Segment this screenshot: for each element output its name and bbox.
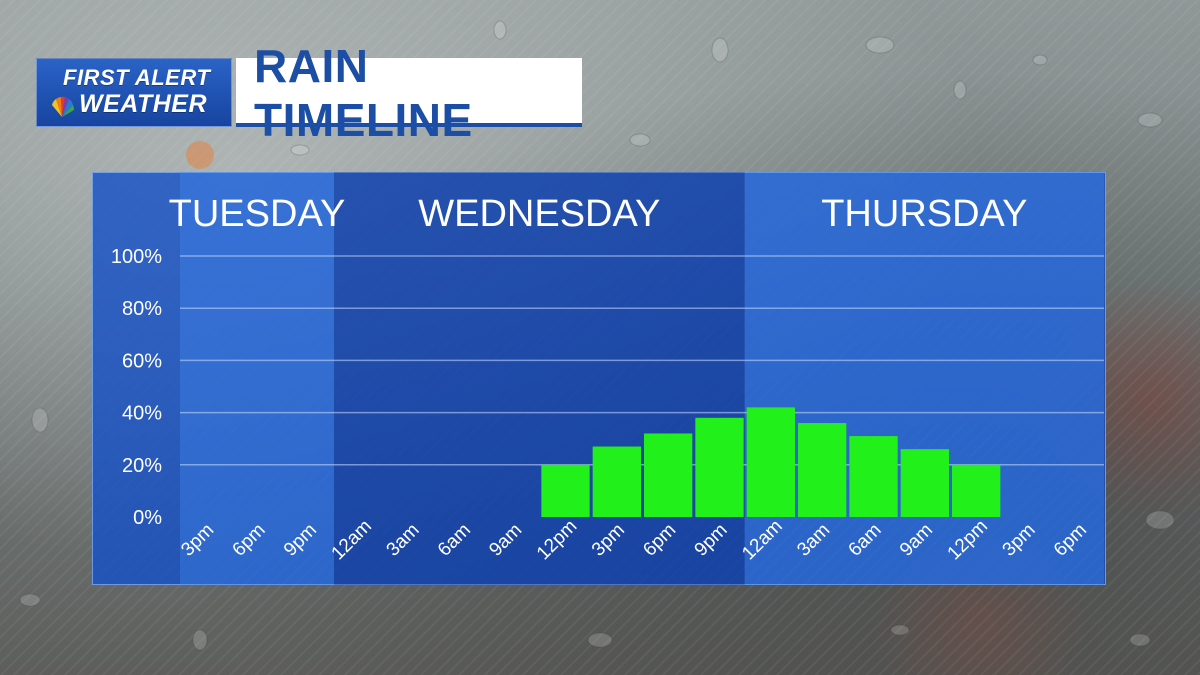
y-tick-label: 20% [122,455,162,477]
y-tick-label: 0% [133,507,162,529]
bar [952,464,1001,517]
bar [644,433,693,517]
title-underline [236,123,582,127]
title-box: RAIN TIMELINE [236,40,582,146]
page-title: RAIN TIMELINE [254,39,473,146]
bar [541,464,590,517]
y-tick-label: 80% [122,298,162,320]
bar [900,449,949,517]
first-alert-weather-logo: FIRST ALERT WEATHER [36,58,232,127]
bar [849,436,898,517]
y-tick-label: 100% [111,246,162,268]
day-label: WEDNESDAY [418,193,660,235]
day-band-tuesday [180,172,334,585]
rain-timeline-chart: 0% 20% 40% 60% 80% 100% TUESDAY WEDNESDAY THURSD… [111,172,1104,585]
bar [592,446,641,517]
logo-line1: FIRST ALERT [63,65,211,90]
day-label: THURSDAY [821,193,1027,235]
y-tick-label: 60% [122,350,162,372]
bar [798,423,847,517]
bar [695,417,744,517]
y-tick-label: 40% [122,403,162,425]
day-label: TUESDAY [169,193,346,235]
peacock-icon [52,96,75,117]
logo-line2: WEATHER [79,90,208,118]
bar [746,407,795,517]
